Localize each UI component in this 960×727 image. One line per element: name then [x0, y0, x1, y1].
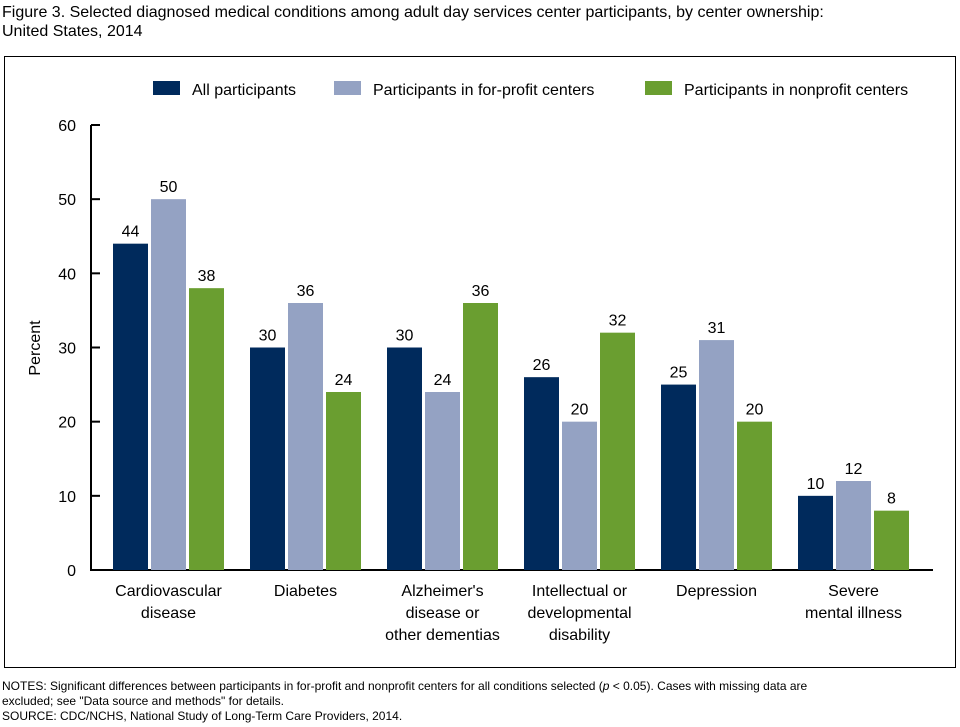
bar — [326, 392, 361, 570]
figure-title: Figure 3. Selected diagnosed medical con… — [2, 3, 952, 41]
data-label: 44 — [122, 224, 140, 241]
data-label: 30 — [396, 328, 414, 345]
y-tick-label: 40 — [58, 266, 76, 283]
legend-label: All participants — [192, 82, 296, 99]
data-label: 32 — [609, 313, 627, 330]
bar — [425, 392, 460, 570]
data-label: 24 — [434, 372, 452, 389]
bar — [737, 421, 772, 570]
bar — [250, 347, 285, 570]
source: SOURCE: CDC/NCHS, National Study of Long… — [2, 709, 403, 723]
data-label: 12 — [845, 461, 863, 478]
data-label: 50 — [160, 179, 178, 196]
y-tick-label: 0 — [67, 563, 76, 580]
bar — [189, 288, 224, 570]
data-label: 25 — [670, 365, 688, 382]
legend-swatch — [334, 81, 361, 95]
legend-label: Participants in nonprofit centers — [684, 82, 908, 99]
bar — [288, 303, 323, 570]
data-label: 36 — [297, 283, 315, 300]
data-label: 20 — [571, 402, 589, 419]
bar — [699, 340, 734, 570]
category-label: Alzheimer's — [401, 583, 483, 600]
notes-line: excluded; see "Data source and methods" … — [2, 694, 285, 708]
legend-swatch — [153, 81, 180, 95]
bar — [874, 510, 909, 570]
bar — [387, 347, 422, 570]
bar — [562, 421, 597, 570]
y-axis-label: Percent — [27, 320, 44, 376]
category-label: Cardiovascular — [115, 583, 222, 600]
y-tick-label: 50 — [58, 192, 76, 209]
bar — [151, 199, 186, 570]
notes-p: p — [602, 679, 610, 693]
category-label: disease or — [406, 605, 480, 622]
data-label: 30 — [259, 328, 277, 345]
category-label: Severe — [828, 583, 879, 600]
notes-text: < 0.05). Cases with missing data are — [609, 679, 808, 693]
notes-text: NOTES: Significant differences between p… — [2, 679, 603, 693]
bar — [798, 495, 833, 570]
y-tick-label: 60 — [58, 118, 76, 135]
bar — [524, 377, 559, 570]
category-label: Depression — [676, 583, 757, 600]
y-tick-label: 10 — [58, 489, 76, 506]
category-label: disability — [549, 627, 610, 644]
data-label: 10 — [807, 476, 825, 493]
category-label: mental illness — [805, 605, 902, 622]
data-label: 26 — [533, 357, 551, 374]
y-tick-label: 30 — [58, 341, 76, 358]
bar — [661, 384, 696, 570]
data-label: 20 — [746, 402, 764, 419]
data-label: 36 — [472, 283, 490, 300]
data-label: 24 — [335, 372, 353, 389]
notes-line: NOTES: Significant differences between p… — [2, 679, 952, 694]
bar — [113, 243, 148, 570]
data-label: 31 — [708, 320, 726, 337]
legend-swatch — [645, 81, 672, 95]
category-label: developmental — [527, 605, 631, 622]
chart-frame — [4, 56, 956, 668]
bar — [600, 332, 635, 570]
notes: NOTES: Significant differences between p… — [2, 679, 952, 724]
category-label: other dementias — [385, 627, 500, 644]
legend-label: Participants in for-profit centers — [373, 82, 594, 99]
data-label: 38 — [198, 268, 216, 285]
y-tick-label: 20 — [58, 415, 76, 432]
category-label: disease — [141, 605, 196, 622]
bar — [836, 481, 871, 570]
data-label: 8 — [887, 491, 896, 508]
title-line: Figure 3. Selected diagnosed medical con… — [2, 4, 824, 21]
category-label: Diabetes — [274, 583, 337, 600]
bar — [463, 303, 498, 570]
title-line: United States, 2014 — [2, 23, 143, 40]
category-label: Intellectual or — [532, 583, 628, 600]
